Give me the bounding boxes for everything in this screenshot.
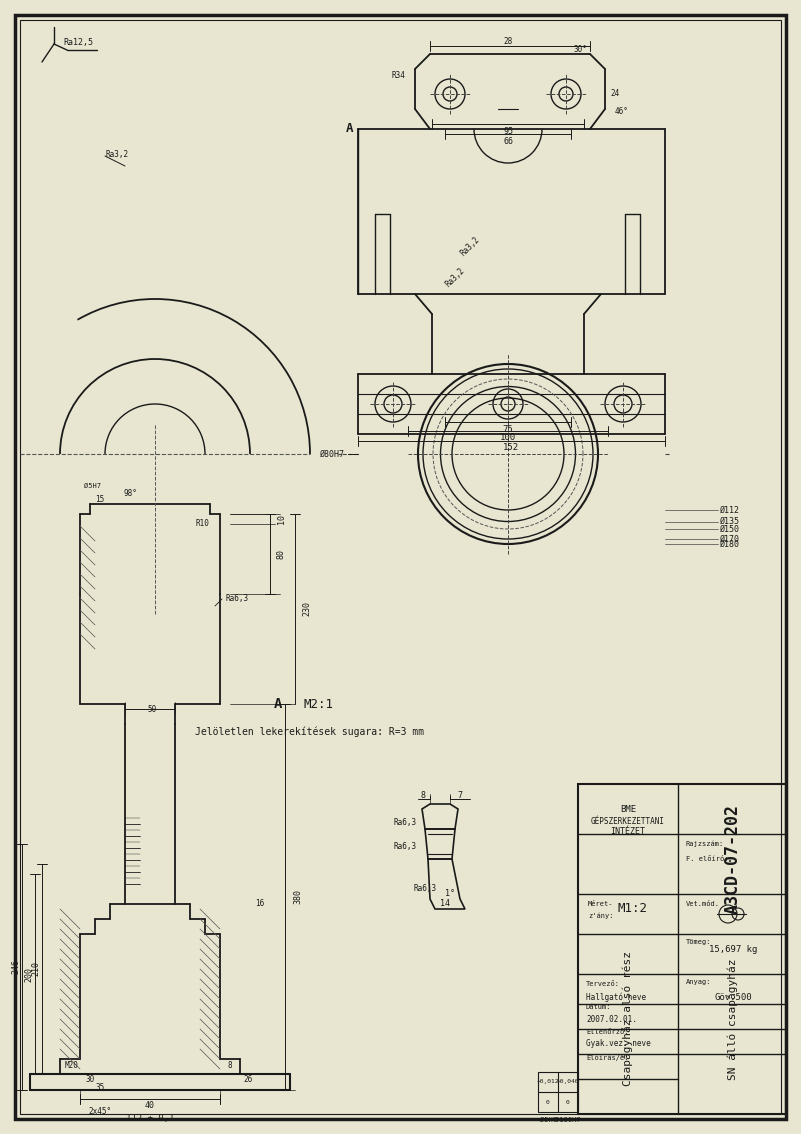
Text: Ra3,2: Ra3,2 <box>459 235 481 257</box>
Text: Dátum:: Dátum: <box>586 1004 611 1010</box>
Text: 152: 152 <box>503 443 519 452</box>
Text: Csapágyház alsó rész: Csapágyház alsó rész <box>622 951 634 1086</box>
Text: Ø5H7: Ø5H7 <box>540 1117 557 1123</box>
Text: INTÉZET: INTÉZET <box>610 827 646 836</box>
Text: 380: 380 <box>293 889 302 905</box>
Text: 98°: 98° <box>123 490 137 499</box>
Text: Ø150: Ø150 <box>720 525 740 533</box>
Text: 230: 230 <box>302 601 311 617</box>
Text: Ø135: Ø135 <box>720 517 740 526</box>
Text: 40: 40 <box>145 1100 155 1109</box>
Text: 15: 15 <box>95 494 105 503</box>
Text: Ra3,2: Ra3,2 <box>444 265 466 288</box>
Text: Rajzszám:: Rajzszám: <box>686 840 724 847</box>
Bar <box>578 784 786 1114</box>
Text: 246: 246 <box>11 959 21 974</box>
Text: Ra6,3: Ra6,3 <box>225 594 248 603</box>
Text: M2:1: M2:1 <box>303 697 333 711</box>
Text: Tömeg:: Tömeg: <box>686 939 711 945</box>
Text: A: A <box>346 122 354 135</box>
Text: 8: 8 <box>227 1061 232 1070</box>
Text: 2007.02.01.: 2007.02.01. <box>586 1015 637 1024</box>
Text: 210: 210 <box>31 962 41 976</box>
Text: 7: 7 <box>457 790 462 799</box>
Text: 8: 8 <box>421 790 425 799</box>
Text: Anyag:: Anyag: <box>686 979 711 985</box>
Text: Gyak.vez. neve: Gyak.vez. neve <box>586 1040 650 1049</box>
Text: Ø170: Ø170 <box>720 534 740 543</box>
Text: 80: 80 <box>277 549 286 559</box>
Text: 24: 24 <box>610 90 619 99</box>
Text: Vet.mód.: Vet.mód. <box>686 902 720 907</box>
Text: 2x45°: 2x45° <box>88 1108 111 1117</box>
Text: Előírás/e:: Előírás/e: <box>586 1053 629 1060</box>
Text: 35: 35 <box>95 1083 105 1092</box>
Text: R34: R34 <box>391 71 405 81</box>
Text: Ra6,3: Ra6,3 <box>413 885 437 894</box>
Text: 95: 95 <box>503 127 513 135</box>
Text: Göv.500: Göv.500 <box>714 992 752 1001</box>
Text: Méret-: Méret- <box>588 902 614 907</box>
Text: Ø180H7: Ø180H7 <box>555 1117 581 1123</box>
Text: 75: 75 <box>502 424 513 433</box>
Text: M1:2: M1:2 <box>618 903 648 915</box>
Text: Ø112: Ø112 <box>720 506 740 515</box>
Text: GÉPSZERKEZETTANI: GÉPSZERKEZETTANI <box>591 816 665 826</box>
Text: Ra6,3: Ra6,3 <box>393 818 417 827</box>
Text: 28: 28 <box>503 37 513 46</box>
Text: 200: 200 <box>25 966 34 982</box>
Text: Ø5H7: Ø5H7 <box>84 483 102 489</box>
Text: 46°: 46° <box>615 108 629 117</box>
Text: 0: 0 <box>566 1100 570 1105</box>
Text: 26: 26 <box>244 1075 252 1083</box>
Text: Ra12,5: Ra12,5 <box>63 37 93 46</box>
Text: 1°: 1° <box>445 889 455 898</box>
Text: Ellenőrző:: Ellenőrző: <box>586 1029 629 1035</box>
Text: Tervező:: Tervező: <box>586 981 620 987</box>
Text: M20: M20 <box>65 1061 79 1070</box>
Text: A3CD-07-202: A3CD-07-202 <box>724 804 742 914</box>
Bar <box>538 1072 578 1112</box>
Text: +0,012: +0,012 <box>537 1080 559 1084</box>
Text: 15,697 kg: 15,697 kg <box>709 945 757 954</box>
Text: A: A <box>274 697 282 711</box>
Text: BME: BME <box>620 804 636 813</box>
Text: z'ány:: z'ány: <box>588 913 614 920</box>
Text: 112 ± 0,1: 112 ± 0,1 <box>126 1115 174 1124</box>
Text: 16: 16 <box>256 899 264 908</box>
Text: F. előíró:: F. előíró: <box>686 856 728 862</box>
Text: Ø180: Ø180 <box>720 540 740 549</box>
Text: SN álló csapágyház: SN álló csapágyház <box>728 958 739 1080</box>
Text: 50: 50 <box>147 704 157 713</box>
Text: 30°: 30° <box>573 44 587 53</box>
Text: Jelöletlen lekerekítések sugara: R=3 mm: Jelöletlen lekerekítések sugara: R=3 mm <box>195 727 424 737</box>
Text: 0: 0 <box>546 1100 549 1105</box>
Text: 14: 14 <box>440 899 450 908</box>
Text: 66: 66 <box>503 136 513 145</box>
Text: 100: 100 <box>500 433 516 442</box>
Text: Ø80H7: Ø80H7 <box>320 449 345 458</box>
Text: Ra6,3: Ra6,3 <box>393 841 417 850</box>
Text: Hallgató neve: Hallgató neve <box>586 992 646 1001</box>
Text: 10: 10 <box>277 514 286 524</box>
Text: Ra3,2: Ra3,2 <box>105 150 128 159</box>
Text: 30: 30 <box>86 1075 95 1083</box>
Text: R10: R10 <box>195 519 209 528</box>
Text: +0,040: +0,040 <box>557 1080 579 1084</box>
